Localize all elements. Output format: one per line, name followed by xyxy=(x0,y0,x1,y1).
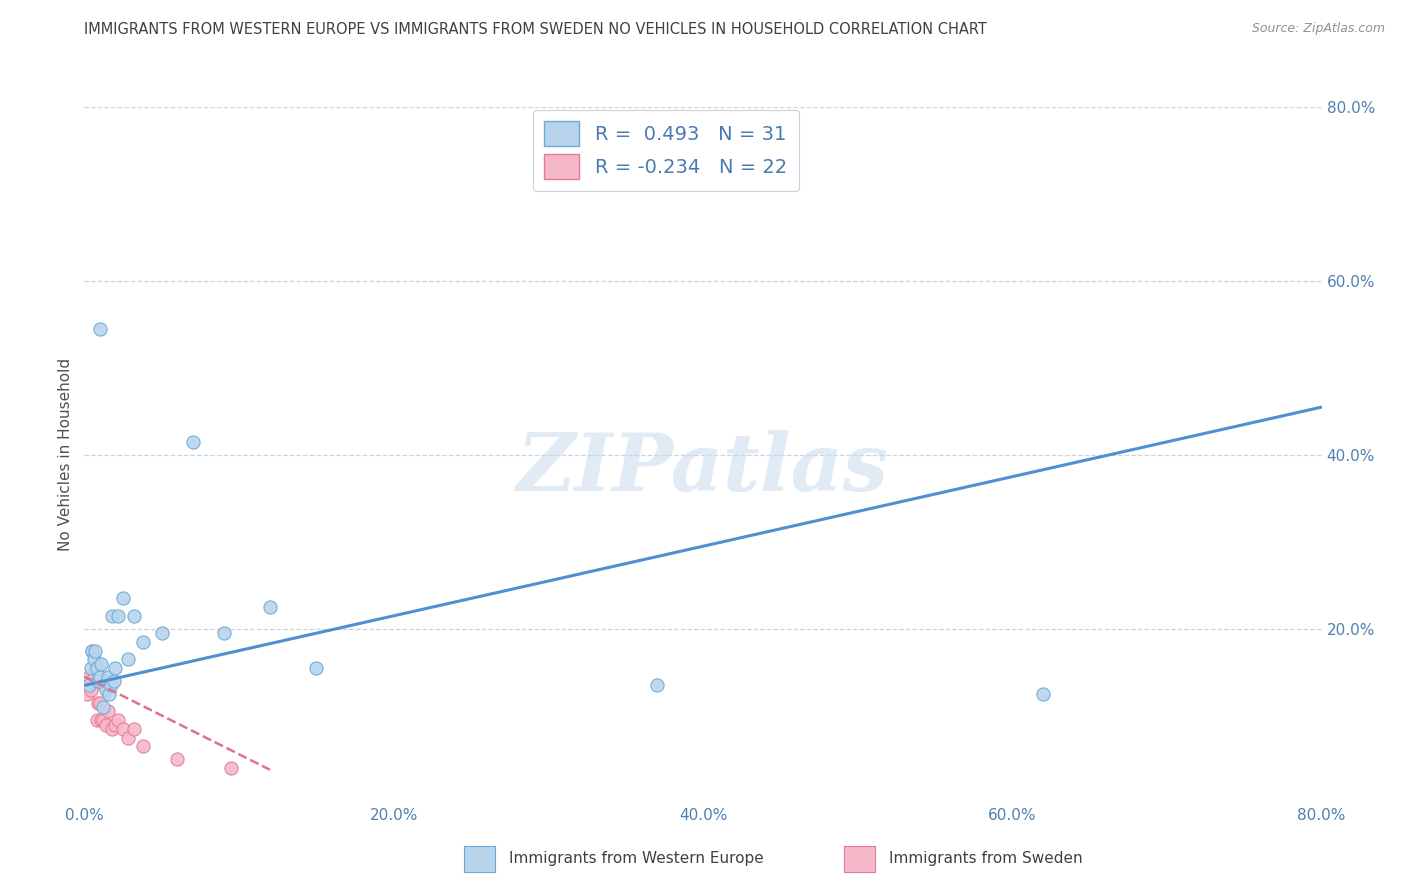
Point xyxy=(112,591,135,606)
Point xyxy=(93,678,115,692)
Point xyxy=(90,713,112,727)
Point xyxy=(122,608,145,623)
Point xyxy=(94,682,117,697)
Text: ZIPatlas: ZIPatlas xyxy=(517,430,889,508)
Point xyxy=(219,761,242,775)
Point xyxy=(259,600,281,615)
Point xyxy=(103,674,125,689)
Point xyxy=(107,608,129,623)
Text: Immigrants from Sweden: Immigrants from Sweden xyxy=(889,852,1083,866)
Point xyxy=(181,434,204,449)
Point xyxy=(82,643,104,657)
Point xyxy=(122,722,145,736)
Point xyxy=(83,652,105,666)
Point xyxy=(79,661,101,675)
Point xyxy=(83,670,105,684)
Text: Source: ZipAtlas.com: Source: ZipAtlas.com xyxy=(1251,22,1385,36)
Point xyxy=(117,652,139,666)
Point xyxy=(132,635,155,649)
Y-axis label: No Vehicles in Household: No Vehicles in Household xyxy=(58,359,73,551)
Point xyxy=(82,643,104,657)
Point xyxy=(94,717,117,731)
Point xyxy=(150,626,173,640)
Point xyxy=(87,674,110,689)
Point xyxy=(98,687,121,701)
Point xyxy=(86,661,108,675)
Point xyxy=(101,608,124,623)
Point xyxy=(104,717,127,731)
Point xyxy=(212,626,235,640)
Point xyxy=(77,670,100,684)
Text: IMMIGRANTS FROM WESTERN EUROPE VS IMMIGRANTS FROM SWEDEN NO VEHICLES IN HOUSEHOL: IMMIGRANTS FROM WESTERN EUROPE VS IMMIGR… xyxy=(84,22,987,37)
Point xyxy=(112,722,135,736)
Point xyxy=(305,661,328,675)
Point xyxy=(77,678,100,692)
Legend: R =  0.493   N = 31, R = -0.234   N = 22: R = 0.493 N = 31, R = -0.234 N = 22 xyxy=(533,110,799,191)
Point xyxy=(645,678,668,692)
Point xyxy=(79,682,101,697)
Point xyxy=(90,657,112,671)
Point xyxy=(91,700,114,714)
Point xyxy=(96,670,118,684)
Point xyxy=(1032,687,1054,701)
Point xyxy=(86,713,108,727)
Point xyxy=(132,739,155,754)
Point xyxy=(96,705,118,719)
Point xyxy=(101,722,124,736)
Point xyxy=(76,687,98,701)
Point xyxy=(89,696,111,710)
Point xyxy=(89,322,111,336)
Point xyxy=(89,670,111,684)
Point xyxy=(100,678,122,692)
Point xyxy=(107,713,129,727)
Point xyxy=(166,752,188,766)
Point xyxy=(91,713,114,727)
Point xyxy=(104,661,127,675)
Text: Immigrants from Western Europe: Immigrants from Western Europe xyxy=(509,852,763,866)
Point xyxy=(87,696,110,710)
Point xyxy=(117,731,139,745)
Point xyxy=(84,661,107,675)
Point xyxy=(84,643,107,657)
